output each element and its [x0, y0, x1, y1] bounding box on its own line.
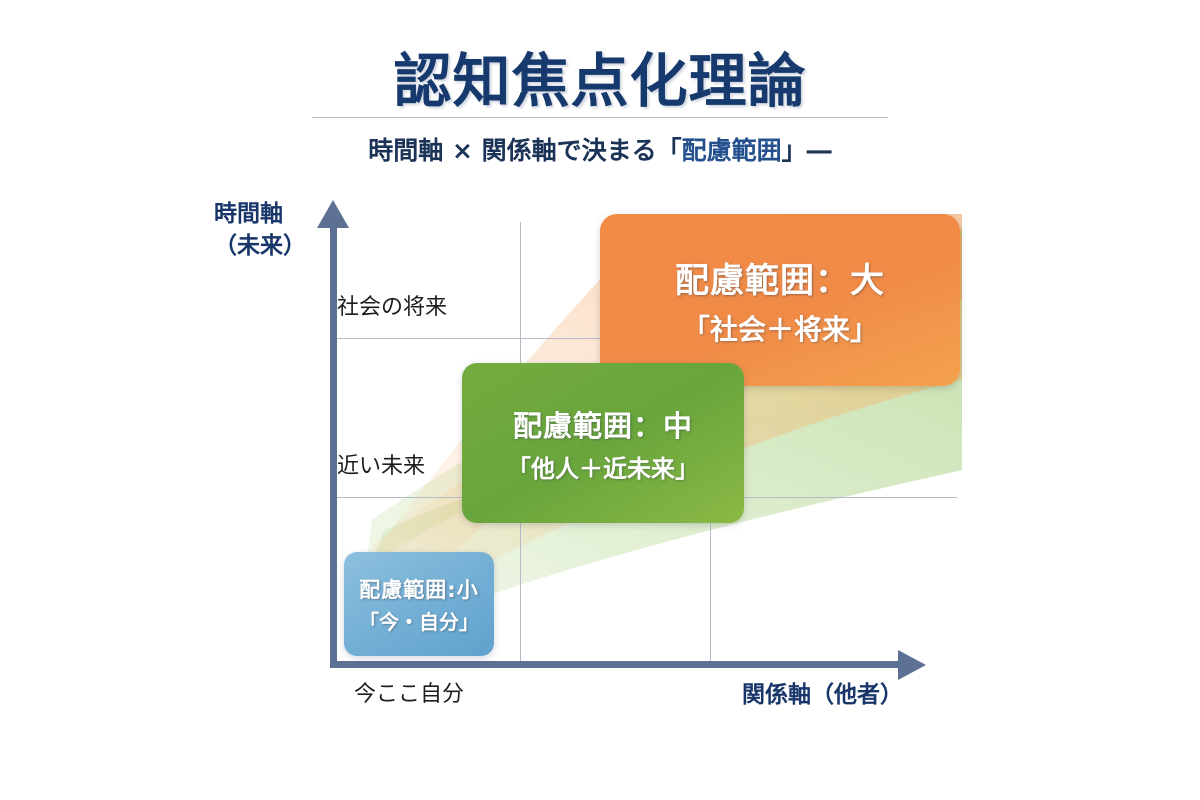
page-title: 認知焦点化理論: [393, 47, 807, 115]
scope-small-title: 配慮範囲:小: [359, 577, 479, 602]
title-divider: [312, 117, 888, 118]
x-axis-title: 関係軸（他者）: [742, 682, 903, 708]
scope-small-subtitle: 「今・自分」: [359, 609, 479, 634]
scope-box-small[interactable]: 配慮範囲:小 「今・自分」: [344, 552, 494, 656]
scope-box-large[interactable]: 配慮範囲：大 「社会＋将来」: [600, 214, 960, 386]
header: 認知焦点化理論 時間軸 × 関係軸で決まる「配慮範囲」―: [0, 0, 1200, 180]
y-axis-title-line1: 時間軸: [214, 201, 283, 227]
scope-medium-subtitle: 「他人＋近未来」: [507, 454, 699, 483]
x-axis-arrow-icon: [898, 650, 926, 680]
subtitle-accent: 配慮範囲: [681, 136, 782, 165]
scope-large-subtitle: 「社会＋将来」: [681, 312, 878, 346]
subtitle-prefix: 時間軸 × 関係軸で決まる「: [368, 136, 682, 165]
x-axis-line: [330, 661, 900, 668]
scope-medium-title: 配慮範囲：中: [512, 408, 693, 443]
y-axis-line: [330, 222, 337, 668]
y-axis-title-line2: （未来）: [214, 233, 306, 259]
subtitle-suffix: 」―: [781, 136, 832, 165]
y-tick-label-society-future: 社会の将来: [337, 295, 448, 320]
x-tick-label-origin: 今ここ自分: [354, 682, 465, 707]
y-axis-title: 時間軸 （未来）: [214, 198, 306, 262]
page-subtitle: 時間軸 × 関係軸で決まる「配慮範囲」―: [0, 131, 1200, 167]
y-tick-label-near-future: 近い未来: [337, 454, 426, 479]
scope-large-title: 配慮範囲：大: [675, 260, 885, 301]
scope-box-medium[interactable]: 配慮範囲：中 「他人＋近未来」: [462, 363, 744, 523]
